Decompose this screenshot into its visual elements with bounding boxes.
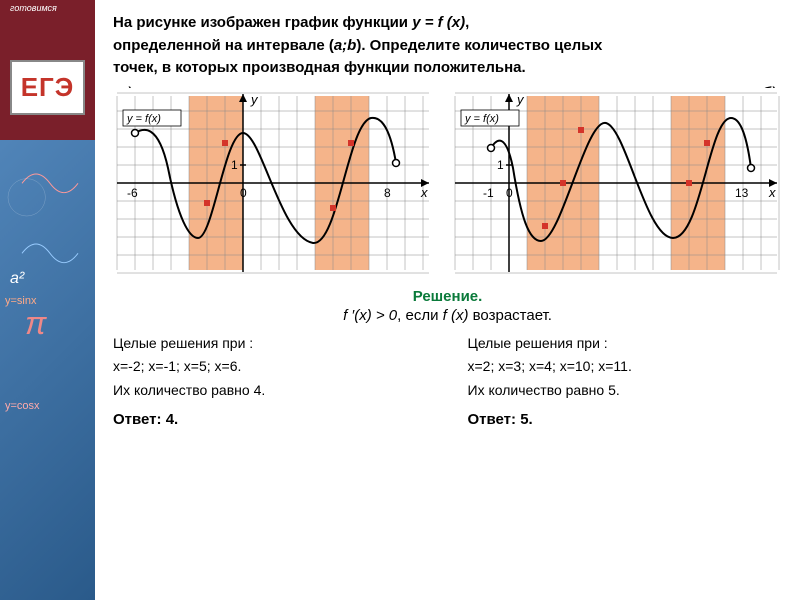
title-fx: y = f (x)	[412, 14, 465, 31]
chart-a-svg: y x -6 0 8 1 y = f(x)	[113, 88, 433, 278]
title-part2c: ). Определите количество целых	[356, 37, 602, 54]
sidebar-header: готовимся ЕГЭ	[0, 0, 95, 140]
svg-text:0: 0	[240, 186, 247, 200]
svg-text:8: 8	[384, 186, 391, 200]
answers-row: Целые решения при : x=-2; x=-1; x=5; x=6…	[113, 332, 782, 433]
formula-a: f ′(x) > 0	[343, 307, 397, 324]
decor-curve-icon	[0, 160, 95, 300]
chart-b-wrap: б) yx-10131y = f(x)	[451, 88, 781, 278]
ans-a-l2: x=-2; x=-1; x=5; x=6.	[113, 355, 428, 379]
ans-b-l1: Целые решения при :	[468, 332, 783, 356]
main-content: На рисунке изображен график функции y = …	[95, 0, 800, 600]
solution-formula: f ′(x) > 0, если f (x) возрастает.	[113, 307, 782, 324]
formula-d: возрастает.	[468, 307, 551, 324]
ege-logo: ЕГЭ	[10, 60, 85, 115]
ans-b-l2: x=2; x=3; x=4; x=10; x=11.	[468, 355, 783, 379]
cosx-label: y=cosx	[5, 400, 40, 412]
title-part1: На рисунке изображен график функции	[113, 14, 412, 31]
svg-text:0: 0	[506, 186, 513, 200]
svg-text:y: y	[516, 92, 525, 107]
chart-a: y x -6 0 8 1 y = f(x)	[113, 88, 433, 278]
title-part3: точек, в которых производная функции пол…	[113, 59, 526, 76]
answer-a: Целые решения при : x=-2; x=-1; x=5; x=6…	[113, 332, 428, 433]
ans-a-l3: Их количество равно 4.	[113, 379, 428, 403]
title-comma: ,	[465, 14, 469, 31]
pi-symbol: π	[25, 305, 46, 342]
svg-text:x: x	[420, 185, 428, 200]
chart-b: y x -1 0 13 1 y = f(x)	[451, 88, 781, 278]
svg-text:1: 1	[497, 158, 504, 172]
svg-text:-6: -6	[127, 186, 138, 200]
svg-text:1: 1	[231, 158, 238, 172]
solution-label: Решение.	[113, 288, 782, 305]
svg-text:y = f(x): y = f(x)	[464, 113, 499, 125]
formula-c: f (x)	[443, 307, 469, 324]
chart-b-svg: y x -1 0 13 1 y = f(x)	[451, 88, 781, 278]
ans-b-final: Ответ: 5.	[468, 407, 783, 433]
svg-text:x: x	[768, 185, 776, 200]
title-ab: a;b	[334, 37, 357, 54]
answer-b: Целые решения при : x=2; x=3; x=4; x=10;…	[468, 332, 783, 433]
svg-text:y = f(x): y = f(x)	[126, 113, 161, 125]
chart-a-wrap: а) yx-6081y = f(x)	[113, 88, 433, 278]
ans-b-l3: Их количество равно 5.	[468, 379, 783, 403]
gotovimsya-label: готовимся	[10, 3, 57, 13]
svg-text:y: y	[250, 92, 259, 107]
formula-b: , если	[397, 307, 442, 324]
ans-a-l1: Целые решения при :	[113, 332, 428, 356]
svg-text:-1: -1	[483, 186, 494, 200]
svg-text:13: 13	[735, 186, 749, 200]
title-part2a: определенной на интервале (	[113, 37, 334, 54]
charts-row: а) yx-6081y = f(x) б) yx-10131y = f(x)	[113, 88, 782, 278]
sidebar: готовимся ЕГЭ a² y=sinx π y=cosx	[0, 0, 95, 600]
problem-title: На рисунке изображен график функции y = …	[113, 12, 782, 80]
ans-a-final: Ответ: 4.	[113, 407, 428, 433]
sidebar-decor: a² y=sinx π y=cosx	[0, 140, 95, 600]
